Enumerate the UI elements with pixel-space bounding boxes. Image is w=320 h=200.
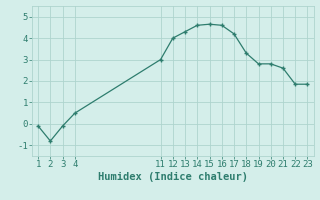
X-axis label: Humidex (Indice chaleur): Humidex (Indice chaleur) (98, 172, 248, 182)
